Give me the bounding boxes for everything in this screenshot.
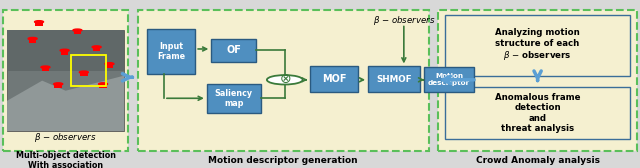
FancyBboxPatch shape xyxy=(54,85,62,88)
Circle shape xyxy=(28,37,37,40)
FancyBboxPatch shape xyxy=(445,15,630,76)
Text: Crowd Anomaly analysis: Crowd Anomaly analysis xyxy=(476,156,600,165)
FancyBboxPatch shape xyxy=(211,39,256,62)
Text: Analyzing motion
structure of each
$\beta$ $-$ observers: Analyzing motion structure of each $\bet… xyxy=(495,28,580,62)
FancyBboxPatch shape xyxy=(7,30,124,71)
Circle shape xyxy=(99,83,108,85)
Text: $\beta$ $-$ observers: $\beta$ $-$ observers xyxy=(372,14,435,27)
FancyBboxPatch shape xyxy=(3,10,128,151)
Circle shape xyxy=(35,21,44,23)
FancyBboxPatch shape xyxy=(74,31,81,34)
FancyBboxPatch shape xyxy=(99,85,107,88)
FancyBboxPatch shape xyxy=(93,48,100,51)
Circle shape xyxy=(54,83,63,85)
FancyBboxPatch shape xyxy=(207,84,261,113)
Text: Multi-object detection
With association: Multi-object detection With association xyxy=(15,151,116,168)
Text: MOF: MOF xyxy=(322,74,347,84)
FancyBboxPatch shape xyxy=(368,66,420,92)
Circle shape xyxy=(73,29,82,31)
Text: Saliency
map: Saliency map xyxy=(215,89,253,108)
Text: Motion descriptor generation: Motion descriptor generation xyxy=(209,156,358,165)
Text: OF: OF xyxy=(226,45,241,55)
FancyBboxPatch shape xyxy=(61,51,68,55)
Text: $\otimes$: $\otimes$ xyxy=(278,72,291,86)
FancyBboxPatch shape xyxy=(445,87,630,139)
Text: Anomalous frame
detection
and
threat analysis: Anomalous frame detection and threat ana… xyxy=(495,93,580,133)
FancyBboxPatch shape xyxy=(424,67,474,92)
FancyBboxPatch shape xyxy=(7,30,124,131)
Circle shape xyxy=(105,63,114,65)
FancyBboxPatch shape xyxy=(35,22,43,26)
FancyBboxPatch shape xyxy=(80,73,88,76)
Circle shape xyxy=(79,71,88,73)
FancyBboxPatch shape xyxy=(138,10,429,151)
Text: Input
Frame: Input Frame xyxy=(157,41,185,61)
FancyBboxPatch shape xyxy=(310,66,358,92)
Text: Motion
descriptor: Motion descriptor xyxy=(428,73,470,86)
FancyBboxPatch shape xyxy=(42,68,49,71)
Polygon shape xyxy=(7,76,124,131)
Circle shape xyxy=(267,75,303,85)
FancyBboxPatch shape xyxy=(438,10,637,151)
Circle shape xyxy=(92,46,101,48)
FancyBboxPatch shape xyxy=(147,29,195,74)
Circle shape xyxy=(41,66,50,68)
Circle shape xyxy=(60,49,69,52)
FancyBboxPatch shape xyxy=(106,64,113,68)
Text: $\beta$ $-$ observers: $\beta$ $-$ observers xyxy=(35,131,97,144)
FancyBboxPatch shape xyxy=(29,39,36,43)
Text: SHMOF: SHMOF xyxy=(376,75,412,84)
